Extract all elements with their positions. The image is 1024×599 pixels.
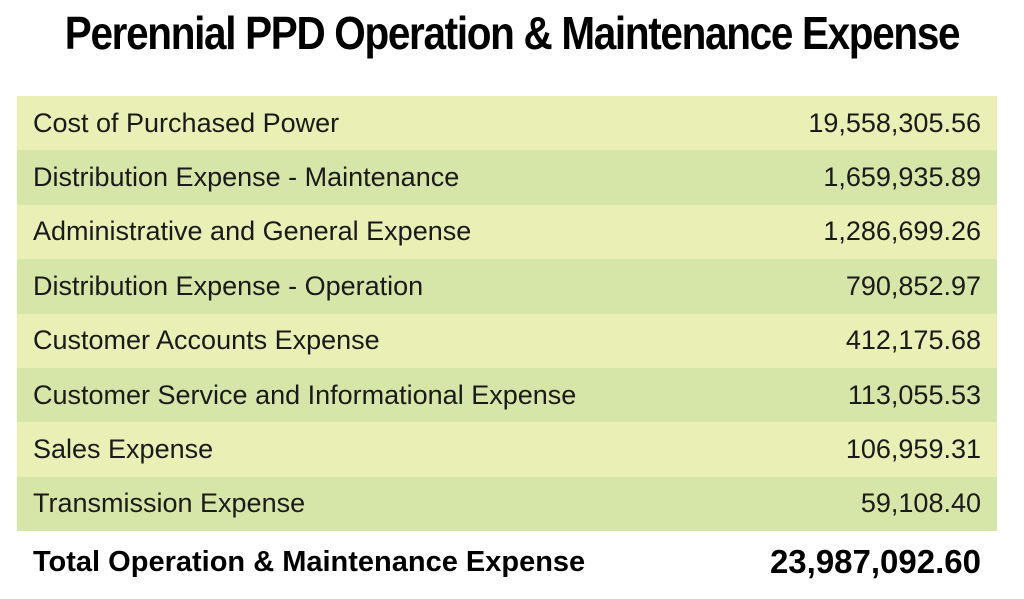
row-value: 19,558,305.56 bbox=[808, 107, 981, 138]
row-label: Distribution Expense - Operation bbox=[33, 270, 424, 301]
total-label: Total Operation & Maintenance Expense bbox=[33, 545, 586, 578]
row-value: 412,175.68 bbox=[845, 325, 981, 356]
row-label: Sales Expense bbox=[33, 434, 214, 465]
row-label: Administrative and General Expense bbox=[33, 216, 472, 247]
table-row: Distribution Expense - Operation 790,852.… bbox=[17, 259, 997, 314]
table-row: Cost of Purchased Power 19,558,305.56 bbox=[17, 96, 997, 151]
table-row: Customer Accounts Expense 412,175.68 bbox=[17, 313, 997, 368]
table-row: Administrative and General Expense 1,286,… bbox=[17, 204, 997, 260]
row-value: 113,055.53 bbox=[847, 379, 981, 410]
row-value: 106,959.31 bbox=[845, 434, 981, 465]
expense-table: Cost of Purchased Power 19,558,305.56 Dist… bbox=[17, 96, 997, 532]
row-label: Transmission Expense bbox=[33, 488, 306, 519]
row-value: 59,108.40 bbox=[860, 488, 981, 519]
total-value: 23,987,092.60 bbox=[769, 543, 981, 580]
table-row: Sales Expense 106,959.31 bbox=[17, 422, 997, 477]
table-row: Distribution Expense - Maintenance 1,659,… bbox=[17, 150, 997, 205]
table-title: Perennial PPD Operation & Maintenance Ex… bbox=[64, 7, 961, 59]
row-label: Cost of Purchased Power bbox=[33, 107, 340, 138]
row-label: Customer Accounts Expense bbox=[33, 325, 380, 356]
table-row: Transmission Expense 59,108.40 bbox=[17, 476, 997, 532]
table-row: Customer Service and Informational Expen… bbox=[17, 367, 997, 423]
row-value: 1,286,699.26 bbox=[823, 216, 981, 247]
row-value: 790,852.97 bbox=[845, 270, 981, 301]
row-value: 1,659,935.89 bbox=[823, 162, 981, 193]
row-label: Customer Service and Informational Expen… bbox=[33, 379, 577, 410]
total-row: Total Operation & Maintenance Expense 23… bbox=[17, 532, 997, 592]
row-label: Distribution Expense - Maintenance bbox=[33, 162, 460, 193]
